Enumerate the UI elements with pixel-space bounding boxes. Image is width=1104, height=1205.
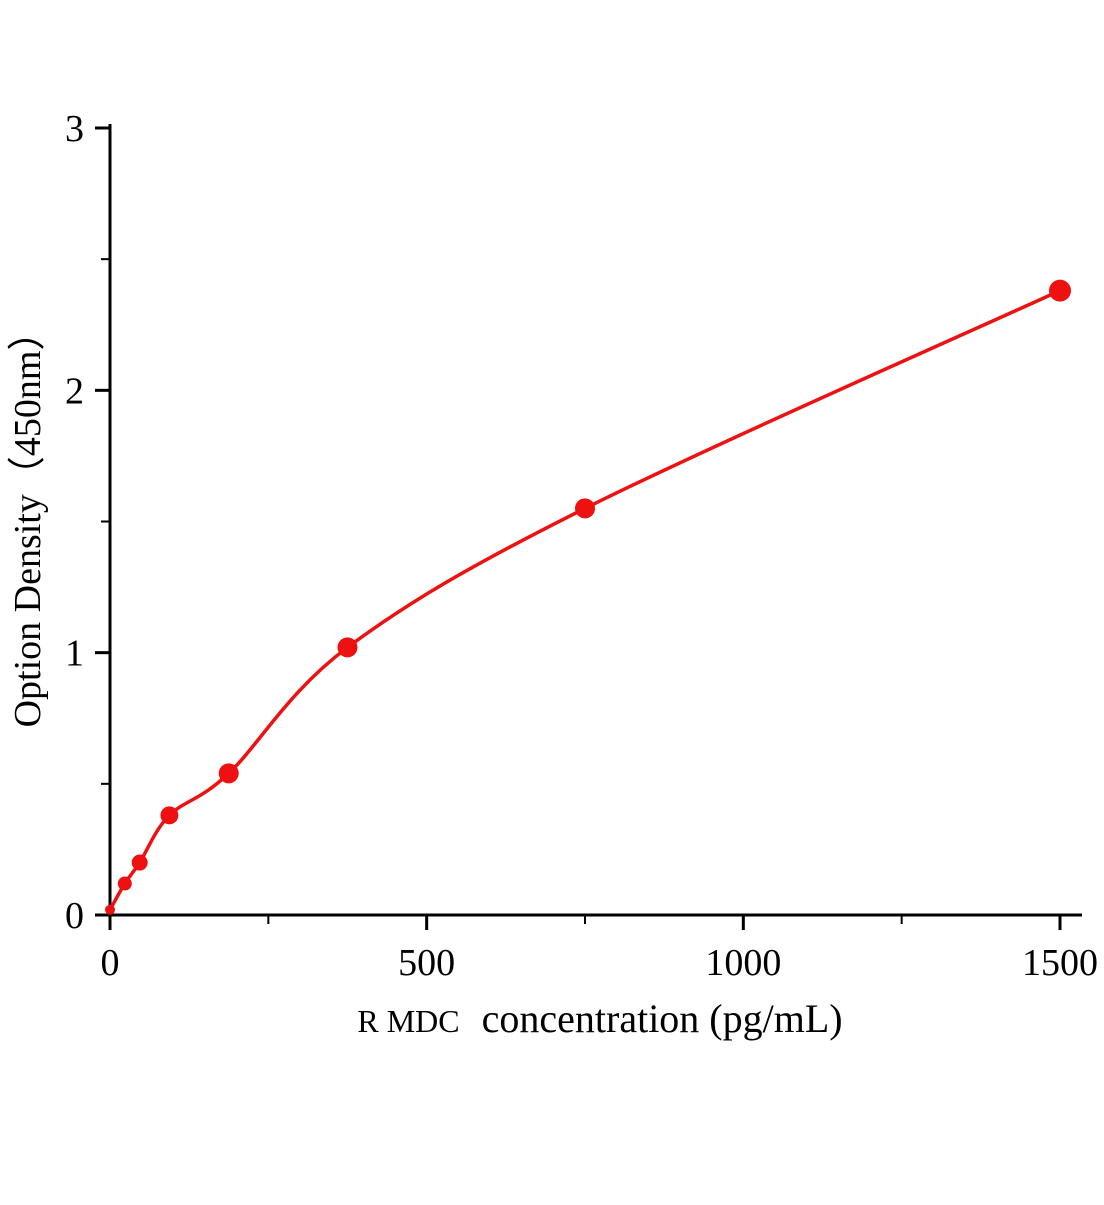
plot-area: 0 500 1000 1500 0 1 2 3 [65,108,1098,984]
data-point [105,904,115,915]
x-tick-label: 500 [398,942,455,984]
tick-marks [95,126,1062,930]
series [105,279,1071,915]
x-tick-label: 1500 [1022,942,1098,984]
y-tick-label: 1 [65,633,84,675]
data-point [337,637,358,658]
x-axis-title: R MDC concentration (pg/mL) [357,996,842,1041]
data-point [160,806,179,825]
y-tick-label: 3 [65,108,84,150]
data-point [575,498,595,519]
fit-curve [108,288,1062,912]
data-point [117,876,132,891]
y-tick-label: 0 [65,895,84,937]
y-tick-label: 2 [65,370,84,412]
tick-labels: 0 500 1000 1500 0 1 2 3 [65,108,1098,984]
x-tick-label: 1000 [705,942,781,984]
data-point [1049,279,1071,302]
data-point [218,763,239,784]
axes [108,124,1082,917]
x-axis-title-prefix: R MDC [357,1003,459,1039]
y-axis-title: Option Density（450nm） [7,313,49,728]
x-tick-label: 0 [101,942,120,984]
data-point [131,854,148,871]
x-axis-title-main: concentration (pg/mL) [482,996,843,1041]
